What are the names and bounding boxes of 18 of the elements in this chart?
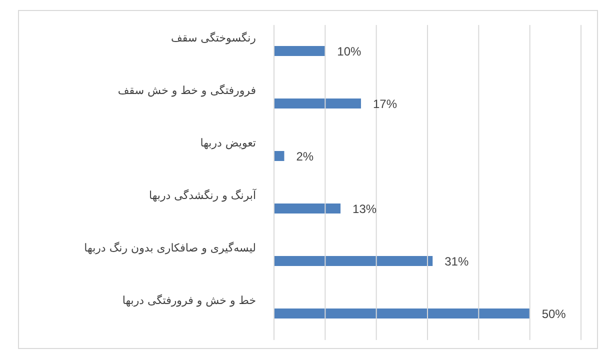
data-label: 17% bbox=[372, 96, 398, 111]
data-label: 13% bbox=[352, 202, 377, 216]
y-tick-label: فرورفتگی و خط و خش سقف bbox=[118, 84, 256, 97]
y-tick-label: لیسه‌گیری و صافکاری بدون رنگ دربها bbox=[84, 241, 256, 254]
bar bbox=[274, 46, 326, 56]
bar bbox=[274, 256, 433, 266]
y-tick-label: خط و خش و فرورفتگی دربها bbox=[122, 294, 256, 307]
y-tick-label: رنگسوختگی سقف bbox=[171, 31, 256, 44]
data-label: 10% bbox=[337, 44, 362, 58]
bar bbox=[274, 308, 530, 318]
bar bbox=[274, 98, 361, 108]
y-tick-label: آبرنگ و رنگشدگی دربها bbox=[148, 188, 257, 202]
bar bbox=[274, 151, 284, 161]
data-label: 50% bbox=[542, 306, 566, 321]
bar bbox=[274, 204, 341, 214]
data-label: 31% bbox=[444, 254, 469, 268]
data-label: 2% bbox=[296, 149, 314, 164]
y-tick-label: تعویض دربها bbox=[200, 136, 256, 150]
